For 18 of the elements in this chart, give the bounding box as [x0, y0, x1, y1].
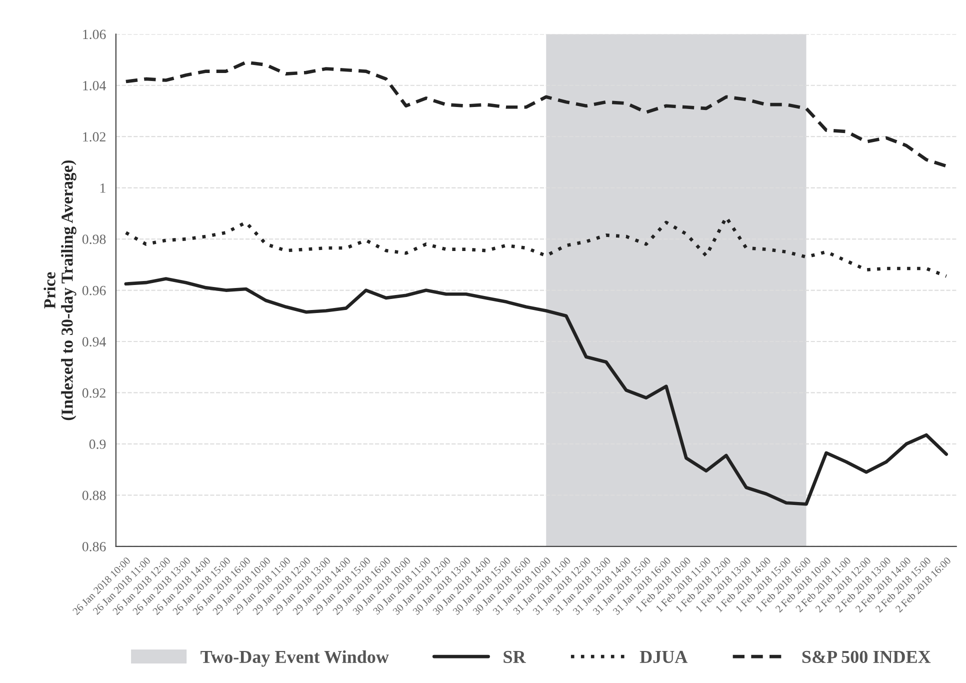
y-tick-label: 0.98 [82, 234, 106, 244]
y-tick-label: 1.06 [83, 30, 106, 40]
y-tick-label: 1.02 [83, 132, 106, 142]
y-tick-label: 0.96 [82, 286, 106, 296]
line-series [124, 60, 948, 168]
y-tick-label: 0.92 [82, 388, 106, 398]
y-tick-label: 0.9 [89, 440, 106, 449]
line-series [124, 277, 948, 506]
legend-label: DJUA [640, 650, 688, 664]
legend-label: SR [504, 650, 526, 664]
y-tick-label: 0.86 [82, 542, 106, 552]
y-tick-label: 1.04 [83, 80, 106, 90]
y-tick-label: 1 [100, 183, 106, 193]
legend-label: Two-Day Event Window [200, 650, 389, 667]
y-axis-title: Price (Indexed to 30-day Trailing Average) [44, 160, 76, 420]
y-tick-label: 0.94 [82, 337, 106, 347]
y-tick-label: 0.88 [82, 490, 106, 500]
legend-label: S&P 500 INDEX [802, 650, 931, 664]
